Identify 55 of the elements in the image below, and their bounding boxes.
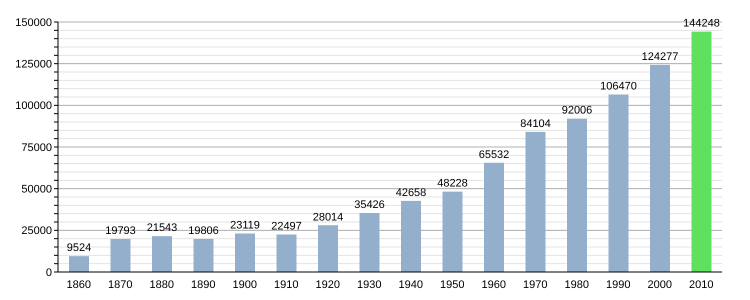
data-label: 84104 [520,118,551,130]
data-label: 48228 [437,178,468,190]
data-label: 124277 [642,50,678,63]
data-label: 23119 [230,219,260,232]
x-tick-label: 1960 [482,278,506,291]
data-label: 19806 [188,224,219,237]
bar [692,32,712,272]
y-tick-label: 150000 [15,16,52,29]
bar [110,239,130,272]
data-label: 21543 [146,222,178,234]
y-tick-label: 25000 [21,225,52,238]
y-tick-label: 100000 [15,100,52,112]
x-tick-label: 2010 [689,278,714,291]
x-tick-label: 1970 [523,278,548,291]
bar [484,162,504,272]
bar [650,64,670,272]
bar [608,94,628,272]
bar [318,225,338,272]
bar [276,234,296,272]
bar [526,132,546,272]
data-label: 9524 [66,242,92,254]
x-tick-label: 1930 [357,278,382,291]
x-tick-label: 1860 [66,278,91,291]
data-label: 28014 [312,211,344,224]
x-tick-label: 1910 [274,278,298,291]
data-label: 35426 [354,198,385,211]
x-tick-label: 1900 [232,278,257,291]
bar [235,233,255,272]
bar [152,236,172,272]
x-tick-label: 1980 [564,278,589,291]
y-tick-label: 0 [46,266,52,279]
data-label: 92006 [562,104,592,117]
data-label: 144248 [683,18,720,30]
x-tick-label: 1990 [606,278,630,291]
x-tick-label: 1920 [316,278,340,291]
data-label: 65532 [478,148,510,161]
bar [442,192,462,272]
data-label: 19793 [105,225,136,238]
y-tick-label: 75000 [21,142,52,154]
data-label: 22497 [271,220,302,233]
y-tick-label: 50000 [21,184,52,196]
y-tick-label: 125000 [15,58,52,71]
x-tick-label: 1870 [108,278,132,291]
bar [567,118,587,272]
x-tick-label: 1940 [398,278,423,291]
bar [401,200,421,272]
x-tick-label: 1890 [191,278,216,291]
x-tick-label: 2000 [648,278,672,291]
x-tick-label: 1950 [440,278,464,291]
bar [360,212,380,272]
bar [194,238,214,272]
data-label: 42658 [396,186,426,199]
bar [69,256,89,272]
data-label: 106470 [600,80,637,93]
x-tick-label: 1880 [150,278,174,291]
